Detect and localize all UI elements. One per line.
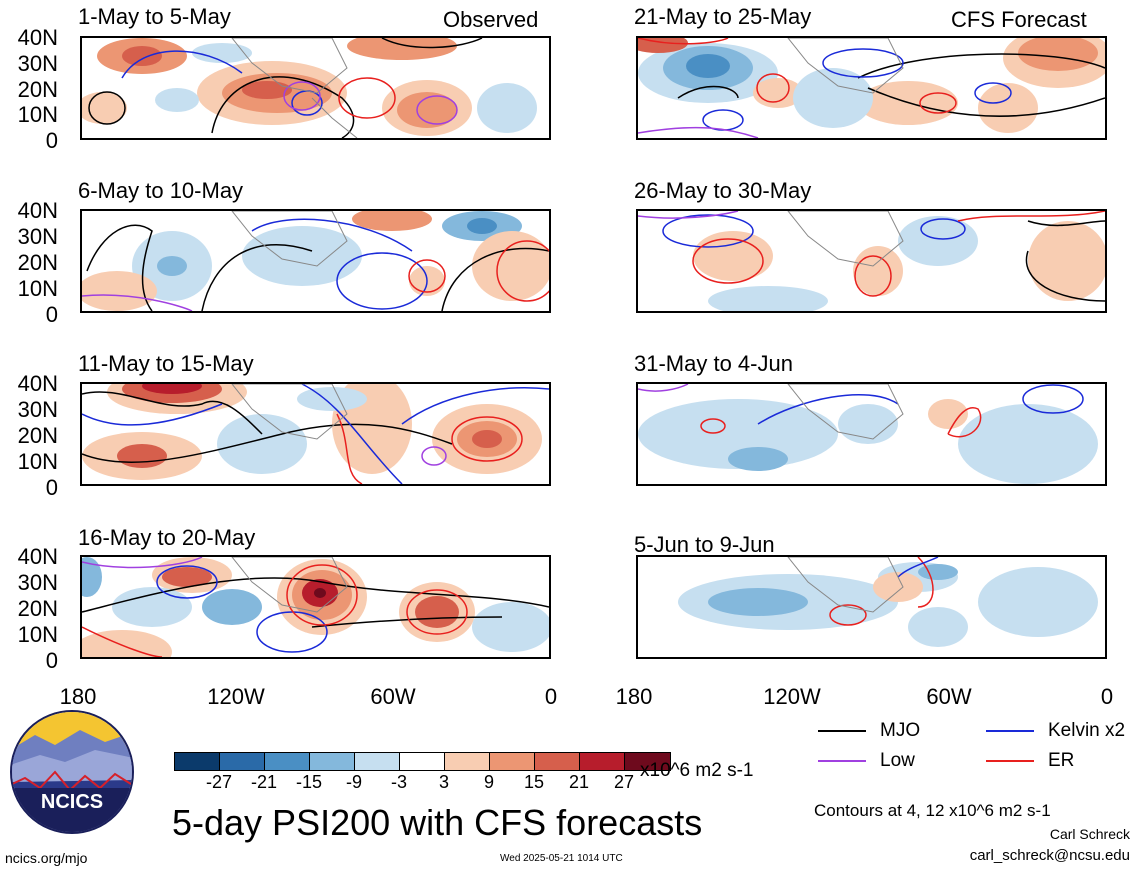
colorbar-tick: 15: [523, 772, 545, 792]
colorbar-cell: [535, 753, 580, 770]
lat-tick: 40N: [17, 544, 58, 569]
legend-swatch: [986, 730, 1034, 732]
colorbar-tick: -21: [250, 772, 278, 792]
lat-tick: 10N: [17, 276, 58, 301]
map-panel-observed-1: [80, 36, 551, 140]
legend-swatch: [818, 760, 866, 762]
lon-tick-left: 60W: [370, 684, 416, 709]
legend-item-low: Low: [818, 750, 915, 772]
contours-note: Contours at 4, 12 x10^6 m2 s-1: [814, 801, 1051, 820]
map-panel-observed-3: [80, 382, 551, 486]
colorbar-tick: -15: [295, 772, 323, 792]
map-panel-forecast-2: [636, 209, 1107, 313]
lat-tick: 30N: [17, 570, 58, 595]
timestamp: Wed 2025-05-21 1014 UTC: [500, 853, 623, 864]
legend-label: Kelvin x2: [1048, 720, 1126, 741]
map-panel-forecast-1: [636, 36, 1107, 140]
legend-item-kelvin: Kelvin x2: [986, 720, 1125, 742]
lat-tick: 10N: [17, 622, 58, 647]
legend-item-mjo: MJO: [818, 720, 920, 742]
colorbar-cell: [445, 753, 490, 770]
lat-tick: 40N: [17, 25, 58, 50]
lon-tick-right: 0: [1100, 684, 1114, 709]
website-link[interactable]: ncics.org/mjo: [5, 850, 88, 866]
lat-tick: 0: [45, 128, 58, 153]
logo-text: NCICS: [41, 791, 103, 813]
legend-label: ER: [1048, 750, 1075, 771]
lon-tick-right: 60W: [926, 684, 972, 709]
cfs-forecast-label: CFS Forecast: [951, 7, 1087, 32]
lat-tick: 0: [45, 475, 58, 500]
lat-tick: 30N: [17, 397, 58, 422]
ncics-logo: NCICS: [10, 710, 134, 834]
lon-tick-left: 180: [59, 684, 97, 709]
author-email[interactable]: carl_schreck@ncsu.edu: [969, 847, 1130, 864]
lat-tick: 10N: [17, 449, 58, 474]
colorbar-tick: 27: [613, 772, 635, 792]
legend-swatch: [986, 760, 1034, 762]
colorbar-cell: [355, 753, 400, 770]
lat-tick: 20N: [17, 596, 58, 621]
colorbar-cell: [625, 753, 670, 770]
panel-title-r4: 5-Jun to 9-Jun: [634, 532, 775, 557]
panel-title-l2: 6-May to 10-May: [78, 178, 244, 203]
observed-label: Observed: [443, 7, 539, 32]
panel-title-l1: 1-May to 5-May: [78, 4, 231, 29]
legend-label: MJO: [880, 720, 921, 741]
colorbar: [174, 752, 671, 771]
panel-title-r2: 26-May to 30-May: [634, 178, 812, 203]
colorbar-tick: 9: [483, 772, 495, 792]
lat-tick: 30N: [17, 224, 58, 249]
colorbar-cell: [580, 753, 625, 770]
lat-tick: 0: [45, 302, 58, 327]
colorbar-units: x10^6 m2 s-1: [640, 760, 754, 781]
colorbar-cell: [310, 753, 355, 770]
colorbar-tick: -27: [205, 772, 233, 792]
panel-title-r1: 21-May to 25-May: [634, 4, 812, 29]
main-title: 5-day PSI200 with CFS forecasts: [172, 802, 703, 843]
panel-title-l4: 16-May to 20-May: [78, 525, 256, 550]
lat-tick: 40N: [17, 371, 58, 396]
lat-tick: 10N: [17, 102, 58, 127]
lon-tick-left: 0: [544, 684, 558, 709]
panel-title-l3: 11-May to 15-May: [78, 351, 254, 376]
lon-tick-right: 120W: [763, 684, 821, 709]
map-panel-observed-4: [80, 555, 551, 659]
map-panel-observed-2: [80, 209, 551, 313]
colorbar-cell: [490, 753, 535, 770]
colorbar-tick: 21: [568, 772, 590, 792]
lon-tick-right: 180: [615, 684, 653, 709]
lat-tick: 20N: [17, 250, 58, 275]
colorbar-cell: [220, 753, 265, 770]
lat-tick: 30N: [17, 51, 58, 76]
lat-tick: 0: [45, 648, 58, 673]
lat-tick: 20N: [17, 423, 58, 448]
colorbar-tick: -3: [390, 772, 408, 792]
colorbar-cell: [175, 753, 220, 770]
map-panel-forecast-3: [636, 382, 1107, 486]
legend-item-er: ER: [986, 750, 1074, 772]
lon-tick-left: 120W: [207, 684, 265, 709]
lat-tick: 20N: [17, 77, 58, 102]
author-name: Carl Schreck: [1049, 826, 1130, 842]
colorbar-cell: [265, 753, 310, 770]
legend-swatch: [818, 730, 866, 732]
colorbar-tick: 3: [438, 772, 450, 792]
legend-label: Low: [880, 750, 915, 771]
lat-tick: 40N: [17, 198, 58, 223]
colorbar-tick: -9: [345, 772, 363, 792]
map-panel-forecast-4: [636, 555, 1107, 659]
colorbar-cell: [400, 753, 445, 770]
panel-title-r3: 31-May to 4-Jun: [634, 351, 793, 376]
